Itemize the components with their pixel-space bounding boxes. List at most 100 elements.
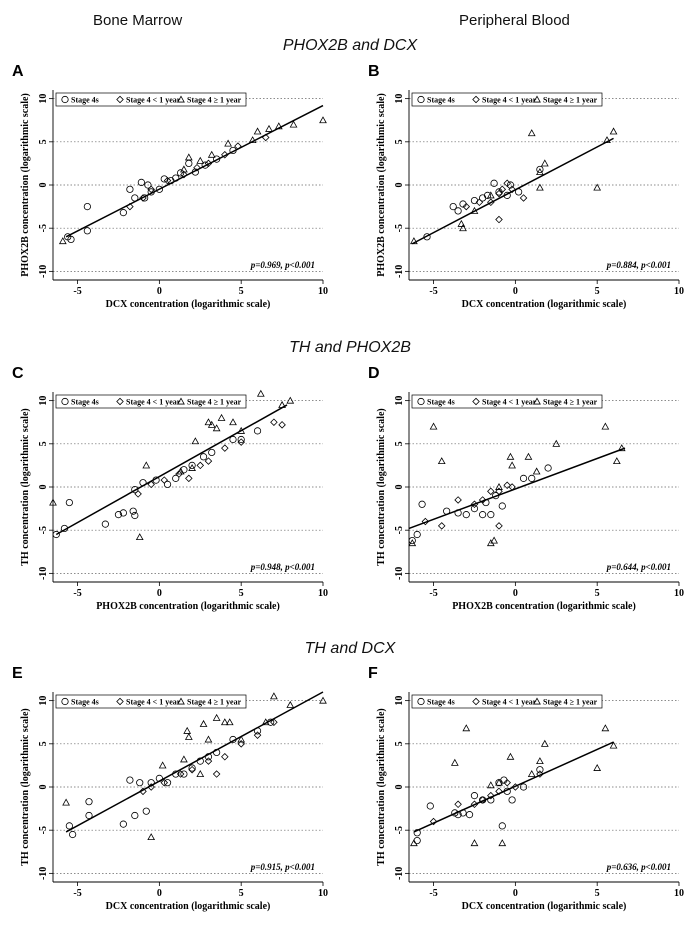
point-a-s1-2 — [147, 185, 155, 194]
y-tick-label-c-1: -5 — [38, 526, 49, 534]
panel-label-f: F — [368, 665, 378, 682]
point-d-s2-7 — [508, 461, 516, 469]
point-a-s0-12 — [160, 175, 168, 183]
legend-label-e-0: Stage 4s — [71, 698, 99, 707]
point-e-s1-6 — [212, 770, 221, 778]
x-tick-label-f-3: 10 — [674, 888, 684, 899]
point-c-s2-11 — [237, 426, 246, 434]
point-c-s0-6 — [129, 507, 137, 515]
point-c-s2-8 — [212, 424, 221, 432]
point-d-s0-3 — [443, 507, 451, 515]
point-d-s0-7 — [479, 511, 487, 519]
point-e-s0-12 — [172, 770, 180, 778]
point-b-s2-9 — [593, 183, 602, 191]
point-d-s1-0 — [421, 517, 430, 526]
point-b-s2-8 — [536, 183, 544, 191]
legend-marker-e-0 — [61, 697, 69, 706]
point-f-s1-2 — [470, 800, 479, 809]
point-f-s1-0 — [429, 817, 438, 826]
point-f-s0-14 — [508, 796, 516, 804]
point-c-s2-4 — [188, 463, 196, 471]
point-d-s0-2 — [418, 500, 426, 508]
annotation-e: p=0.915, p<0.001 — [250, 862, 315, 872]
point-f-s1-7 — [511, 783, 520, 791]
point-c-s2-9 — [217, 413, 226, 421]
section-title-th-phox2b: TH and PHOX2B — [289, 339, 411, 356]
point-c-s0-3 — [101, 520, 109, 528]
fit-line-d — [408, 447, 626, 530]
point-e-s0-15 — [196, 757, 204, 765]
point-e-s1-4 — [188, 765, 196, 774]
point-b-s2-0 — [410, 237, 418, 245]
point-a-s2-7 — [253, 127, 262, 135]
legend-marker-a-2 — [177, 95, 185, 103]
point-c-s0-4 — [114, 511, 123, 519]
legend-marker-f-2 — [533, 697, 541, 705]
point-d-s2-11 — [601, 422, 610, 430]
point-c-s1-8 — [237, 438, 245, 446]
point-f-s0-7 — [470, 792, 479, 800]
y-tick-label-a-2: 0 — [38, 183, 49, 188]
point-a-s2-2 — [184, 153, 193, 161]
point-f-s0-16 — [536, 766, 544, 774]
legend-label-c-1: Stage 4 < 1 year — [126, 398, 181, 407]
point-c-s0-17 — [229, 435, 237, 444]
point-b-s1-4 — [498, 185, 507, 194]
x-tick-label-b-1: 0 — [513, 286, 518, 297]
legend-label-d-1: Stage 4 < 1 year — [482, 398, 537, 407]
point-b-s2-2 — [459, 224, 467, 232]
y-tick-label-d-1: -5 — [394, 526, 405, 534]
x-tick-label-e-3: 10 — [318, 888, 328, 899]
point-d-s2-12 — [612, 457, 621, 465]
point-f-s2-9 — [540, 739, 549, 747]
legend-label-a-2: Stage 4 ≥ 1 year — [187, 96, 242, 105]
point-c-s0-18 — [237, 435, 245, 444]
point-b-s0-6 — [483, 191, 492, 199]
point-f-s2-7 — [506, 752, 515, 760]
point-b-s1-0 — [462, 202, 471, 211]
point-d-s2-2 — [437, 457, 446, 465]
point-d-s2-1 — [429, 422, 438, 430]
point-d-s1-2 — [454, 496, 462, 504]
legend-box-f — [411, 694, 603, 709]
point-e-s0-9 — [147, 779, 155, 787]
annotation-c: p=0.948, p<0.001 — [250, 562, 315, 572]
point-e-s2-3 — [180, 755, 188, 763]
point-f-s0-5 — [459, 809, 467, 817]
y-tick-label-e-1: -5 — [38, 826, 49, 834]
point-c-s0-14 — [188, 461, 196, 470]
point-e-s2-0 — [62, 798, 70, 806]
point-e-s0-13 — [180, 770, 188, 778]
x-axis-label-c: PHOX2B concentration (logarithmic scale) — [96, 601, 280, 612]
legend-marker-c-0 — [61, 397, 69, 406]
y-tick-label-f-3: 5 — [394, 741, 405, 746]
point-c-s0-9 — [139, 479, 147, 487]
point-a-s0-11 — [155, 185, 163, 193]
point-d-s2-13 — [617, 444, 626, 452]
y-axis-label-b: PHOX2B concentration (logarithmic scale) — [376, 93, 387, 277]
point-a-s2-5 — [224, 139, 232, 147]
point-a-s1-6 — [204, 159, 213, 168]
x-tick-label-a-2: 5 — [239, 286, 244, 297]
x-tick-label-d-3: 10 — [674, 588, 684, 599]
point-a-s2-8 — [265, 124, 273, 132]
y-tick-label-f-4: 10 — [394, 696, 405, 706]
point-f-s2-4 — [486, 781, 495, 789]
point-b-s1-1 — [475, 198, 484, 207]
legend-box-e — [55, 694, 247, 709]
point-d-s2-5 — [495, 482, 503, 490]
point-b-s0-7 — [490, 179, 498, 187]
y-tick-label-f-0: -10 — [394, 867, 405, 880]
point-c-s0-7 — [131, 511, 139, 520]
point-a-s0-4 — [119, 209, 127, 217]
legend-label-d-2: Stage 4 ≥ 1 year — [543, 398, 598, 407]
point-f-s1-3 — [478, 796, 487, 804]
point-d-s2-8 — [524, 452, 533, 460]
point-b-s2-3 — [470, 206, 479, 214]
y-tick-label-d-2: 0 — [394, 485, 405, 490]
scatter-panel-f: -10 -5 0 5 10 -5 0 5 10 DCX concentration (logari… — [376, 692, 684, 912]
point-c-s0-19 — [253, 427, 262, 435]
y-axis-label-e: TH concentration (logarithmic scale) — [20, 708, 31, 865]
point-a-s2-1 — [180, 165, 188, 173]
section-title-th-dcx: TH and DCX — [304, 640, 396, 657]
